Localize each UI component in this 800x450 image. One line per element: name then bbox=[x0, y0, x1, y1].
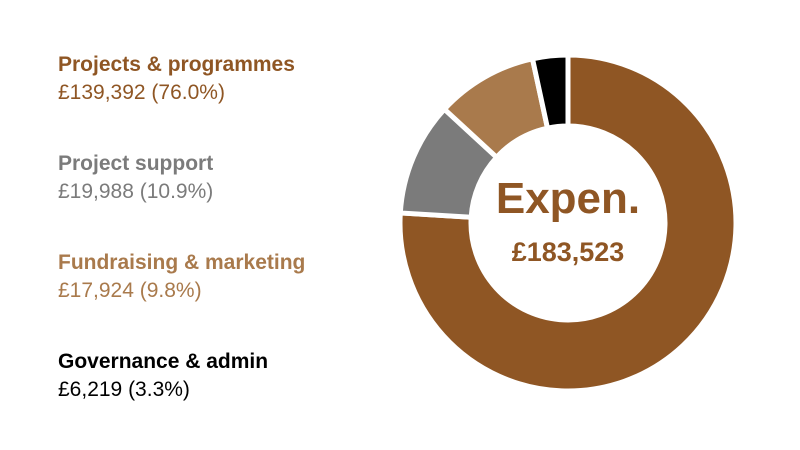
donut-slice-0 bbox=[397, 52, 739, 394]
legend-item-fundraising: Fundraising & marketing £17,924 (9.8%) bbox=[58, 250, 388, 349]
legend-label: Governance & admin bbox=[58, 350, 269, 373]
legend-item-projects: Projects & programmes £139,392 (76.0%) bbox=[58, 52, 388, 151]
center-total: £183,523 bbox=[512, 237, 625, 267]
legend-label: Projects & programmes bbox=[58, 53, 295, 76]
donut-chart: Expen. £183,523 bbox=[397, 52, 739, 394]
legend-label: Project support bbox=[58, 152, 214, 175]
donut-slices bbox=[397, 52, 739, 394]
legend-label: Fundraising & marketing bbox=[58, 251, 306, 274]
legend-value: £139,392 (76.0%) bbox=[58, 81, 225, 104]
legend-value: £6,219 (3.3%) bbox=[58, 378, 190, 401]
legend-value: £19,988 (10.9%) bbox=[58, 180, 214, 203]
legend-item-governance: Governance & admin £6,219 (3.3%) bbox=[58, 349, 388, 448]
donut-slice-3 bbox=[530, 52, 571, 131]
legend-item-project-support: Project support £19,988 (10.9%) bbox=[58, 151, 388, 250]
legend-value: £17,924 (9.8%) bbox=[58, 279, 202, 302]
center-title: Expen. bbox=[496, 174, 640, 223]
chart-legend: Projects & programmes £139,392 (76.0%) P… bbox=[58, 52, 388, 448]
